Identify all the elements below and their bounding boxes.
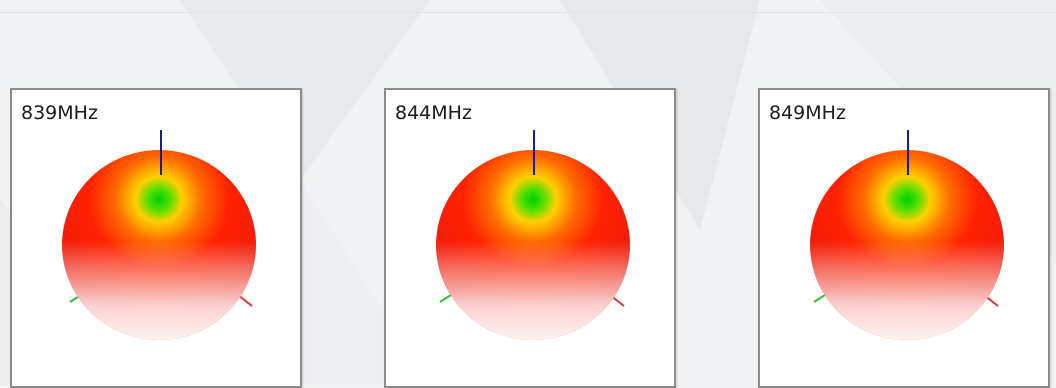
frequency-label: 839MHz: [21, 102, 98, 124]
frequency-label: 844MHz: [395, 102, 472, 124]
pattern-panel-839mhz: 839MHz: [10, 88, 302, 388]
radiation-pattern-844mhz: [436, 130, 630, 340]
radiation-pattern-849mhz: [810, 130, 1004, 340]
pattern-panel-844mhz: 844MHz: [384, 88, 676, 388]
pattern-panel-849mhz: 849MHz: [758, 88, 1050, 388]
radiation-pattern-839mhz: [62, 130, 256, 340]
top-divider: [0, 12, 1056, 13]
frequency-label: 849MHz: [769, 102, 846, 124]
x-axis-line: [237, 294, 253, 307]
